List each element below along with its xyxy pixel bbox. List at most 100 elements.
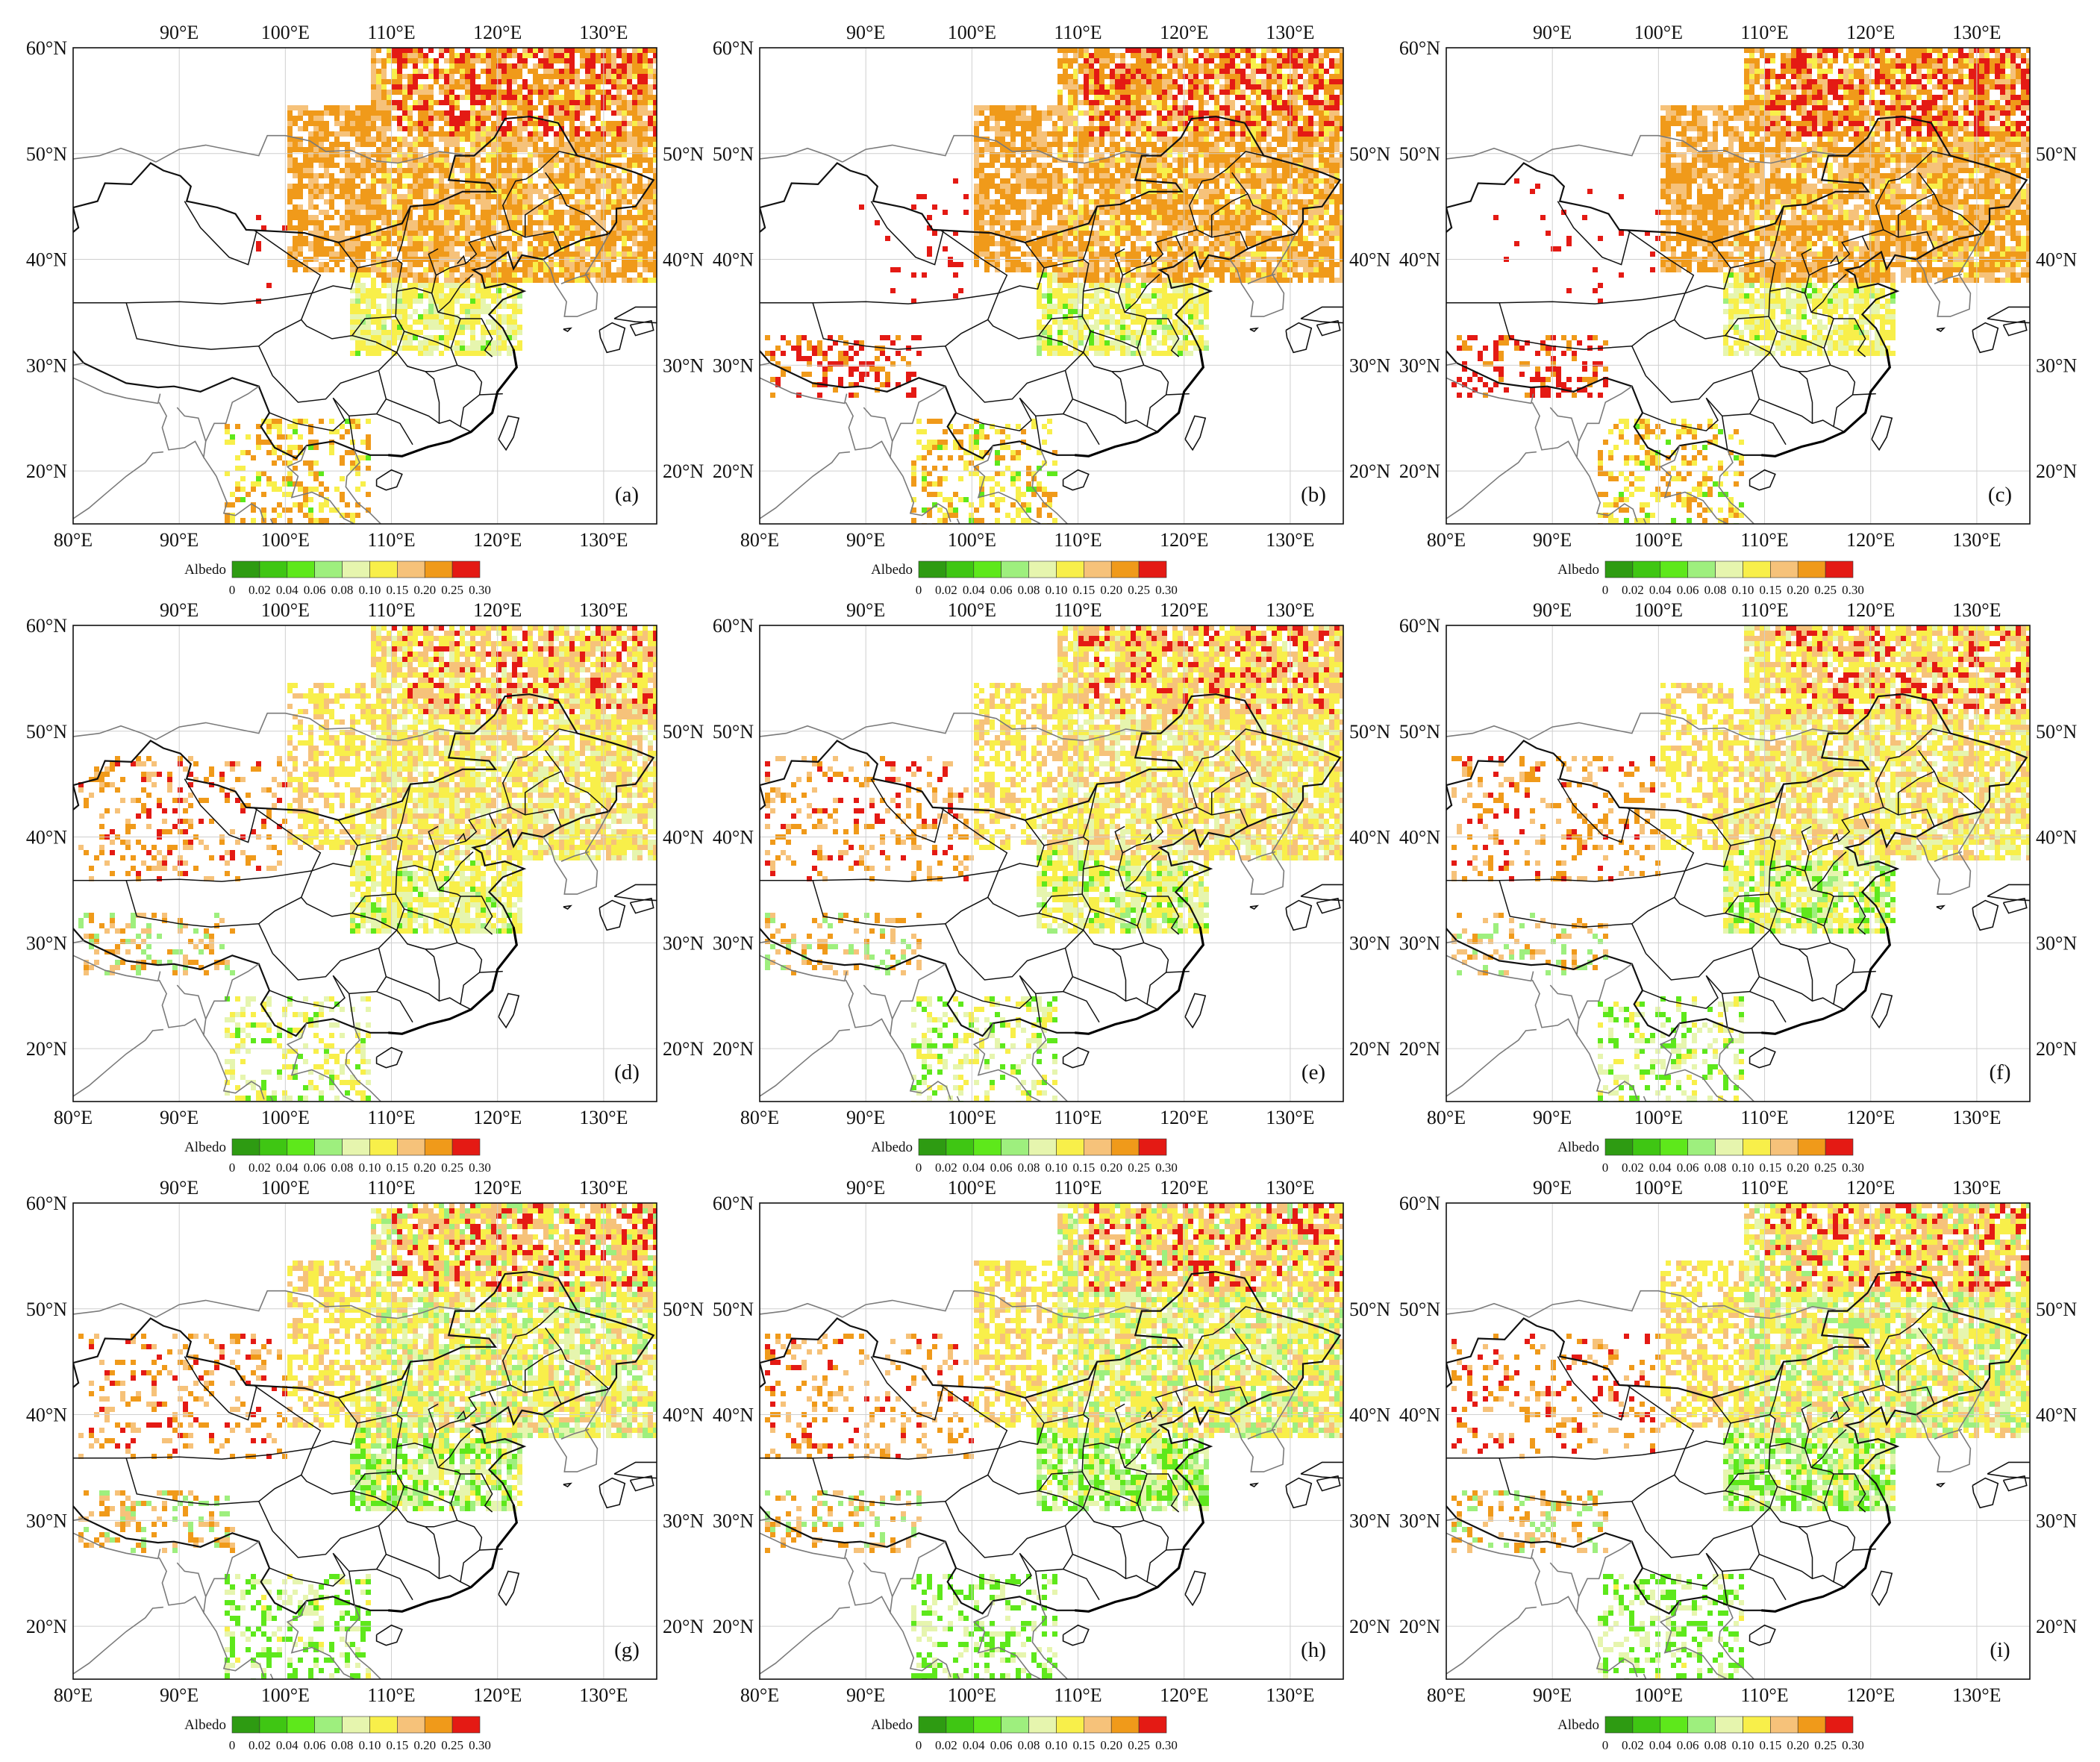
albedo-cell xyxy=(1334,131,1340,137)
albedo-cell xyxy=(470,330,475,335)
albedo-cell xyxy=(569,147,575,152)
albedo-cell xyxy=(1188,84,1193,90)
albedo-cell xyxy=(585,163,590,168)
albedo-cell xyxy=(454,225,460,231)
albedo-cell xyxy=(266,476,272,481)
albedo-cell xyxy=(1251,126,1256,131)
albedo-cell xyxy=(272,450,277,455)
albedo-cell xyxy=(648,267,653,272)
albedo-cell xyxy=(549,69,554,74)
albedo-cell xyxy=(1266,90,1272,95)
albedo-cell xyxy=(1068,116,1073,121)
albedo-cell xyxy=(392,319,397,325)
albedo-cell xyxy=(528,215,533,220)
albedo-cell xyxy=(329,178,334,184)
albedo-cell xyxy=(1146,74,1151,79)
albedo-cell xyxy=(454,346,460,351)
albedo-cell xyxy=(392,74,397,79)
albedo-cell xyxy=(345,220,350,225)
albedo-cell xyxy=(366,168,371,173)
albedo-cell xyxy=(439,137,444,142)
albedo-cell xyxy=(1016,157,1021,163)
albedo-cell xyxy=(366,492,371,497)
albedo-cell xyxy=(575,262,580,267)
albedo-cell xyxy=(1293,189,1298,194)
albedo-cell xyxy=(434,178,439,184)
albedo-cell xyxy=(1031,173,1037,178)
albedo-cell xyxy=(1251,74,1256,79)
albedo-cell xyxy=(355,236,360,241)
albedo-cell xyxy=(449,335,454,340)
albedo-cell xyxy=(298,142,303,147)
albedo-cell xyxy=(922,194,927,199)
albedo-cell xyxy=(979,189,984,194)
albedo-cell xyxy=(308,487,313,492)
albedo-cell xyxy=(512,90,517,95)
albedo-cell xyxy=(439,236,444,241)
albedo-cell xyxy=(428,262,434,267)
albedo-cell xyxy=(298,184,303,189)
albedo-cell xyxy=(1324,69,1329,74)
albedo-cell xyxy=(1193,84,1199,90)
albedo-cell xyxy=(653,204,657,210)
albedo-cell xyxy=(1136,58,1141,63)
albedo-cell xyxy=(413,74,418,79)
albedo-cell xyxy=(1110,178,1115,184)
albedo-cell xyxy=(522,168,528,173)
albedo-cell xyxy=(381,215,387,220)
albedo-cell xyxy=(512,100,517,105)
albedo-cell xyxy=(402,110,407,116)
albedo-cell xyxy=(1094,178,1099,184)
albedo-cell xyxy=(1209,210,1214,215)
albedo-cell xyxy=(1089,126,1094,131)
albedo-cell xyxy=(1261,204,1266,210)
albedo-cell xyxy=(979,210,984,215)
albedo-cell xyxy=(1235,74,1240,79)
albedo-cell xyxy=(360,116,366,121)
albedo-cell xyxy=(653,74,657,79)
albedo-cell xyxy=(324,267,329,272)
albedo-cell xyxy=(627,110,632,116)
albedo-cell xyxy=(376,194,381,199)
albedo-cell xyxy=(528,95,533,100)
albedo-cell xyxy=(1183,178,1188,184)
albedo-cell xyxy=(1162,157,1167,163)
albedo-cell xyxy=(1099,163,1104,168)
albedo-cell xyxy=(1131,69,1136,74)
albedo-cell xyxy=(501,110,507,116)
albedo-cell xyxy=(371,225,376,231)
albedo-cell xyxy=(1084,220,1089,225)
albedo-cell xyxy=(1261,105,1266,110)
albedo-cell xyxy=(1178,126,1183,131)
albedo-cell xyxy=(366,215,371,220)
albedo-cell xyxy=(1042,152,1047,157)
albedo-cell xyxy=(1120,199,1125,204)
albedo-cell xyxy=(1084,210,1089,215)
albedo-cell xyxy=(979,199,984,204)
albedo-cell xyxy=(475,137,481,142)
albedo-cell xyxy=(622,189,627,194)
albedo-cell xyxy=(1167,90,1172,95)
lon-top-label: 130°E xyxy=(579,22,628,43)
albedo-cell xyxy=(512,157,517,163)
albedo-cell xyxy=(1272,58,1277,63)
albedo-cell xyxy=(580,105,585,110)
albedo-cell xyxy=(1031,157,1037,163)
albedo-cell xyxy=(1099,69,1104,74)
albedo-cell xyxy=(622,267,627,272)
albedo-cell xyxy=(1157,147,1162,152)
albedo-cell xyxy=(1266,157,1272,163)
albedo-cell xyxy=(1204,142,1209,147)
albedo-cell xyxy=(643,168,648,173)
albedo-cell xyxy=(1031,142,1037,147)
albedo-cell xyxy=(1329,126,1334,131)
albedo-cell xyxy=(444,330,449,335)
albedo-cell xyxy=(1172,210,1178,215)
albedo-cell xyxy=(984,163,990,168)
albedo-cell xyxy=(616,110,622,116)
albedo-cell xyxy=(653,184,657,189)
albedo-cell xyxy=(423,204,428,210)
albedo-cell xyxy=(360,178,366,184)
albedo-cell xyxy=(387,241,392,246)
albedo-cell xyxy=(428,278,434,283)
